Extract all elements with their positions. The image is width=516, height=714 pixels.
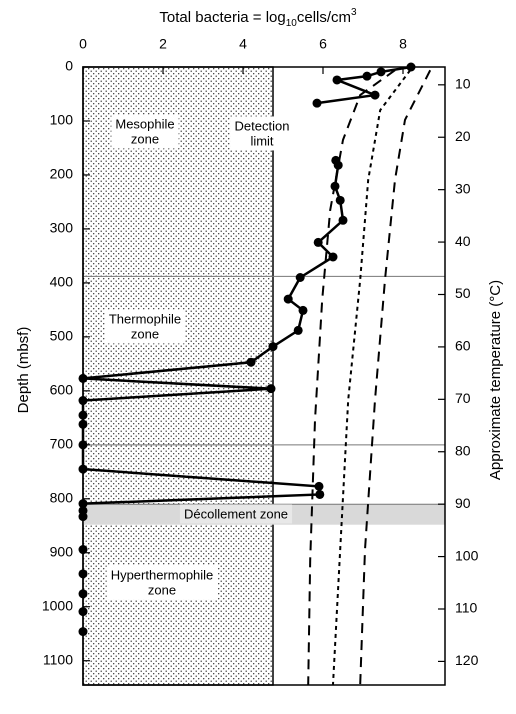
y-tick-label: 0 (65, 58, 73, 74)
annotation-text: zone (148, 582, 176, 597)
chart-title: Total bacteria = log10cells/cm3 (159, 7, 357, 29)
data-point (283, 294, 293, 304)
data-point (376, 67, 386, 77)
x-tick-label: 8 (399, 36, 407, 52)
data-point (298, 305, 308, 315)
title-sup: 3 (351, 7, 357, 18)
y-tick-label: 800 (50, 489, 74, 505)
title-part: cells/cm (297, 9, 351, 26)
annotation-bg (104, 309, 186, 344)
annotation-text: limit (250, 133, 273, 148)
y-tick-label: 600 (50, 382, 74, 398)
data-point (335, 195, 345, 205)
y2-tick-label: 40 (455, 233, 471, 249)
y2-tick-label: 70 (455, 390, 471, 406)
y-tick-label: 1100 (43, 651, 73, 667)
y-tick-label: 500 (50, 328, 74, 344)
annotation-text: Detection (235, 118, 290, 133)
series-line (307, 69, 396, 685)
y2-tick-label: 120 (455, 652, 479, 668)
data-point (295, 272, 305, 282)
plot-frame (82, 66, 446, 686)
data-point (370, 90, 380, 100)
annotation-bg (179, 504, 293, 524)
data-point (333, 160, 343, 170)
data-point (246, 357, 256, 367)
data-point (313, 237, 323, 247)
y-tick-label: 400 (50, 274, 74, 290)
y2-tick-label: 50 (455, 285, 471, 301)
data-point (314, 481, 324, 491)
x-tick-label: 2 (159, 36, 167, 52)
data-point (338, 215, 348, 225)
x-tick-label: 6 (319, 36, 327, 52)
annotation-bg (230, 116, 294, 151)
data-point (332, 75, 342, 85)
data-point (268, 342, 278, 352)
data-point (266, 384, 276, 394)
annotation-bg (106, 565, 218, 600)
annotation-text: Mesophile (115, 116, 174, 131)
title-sub: 10 (286, 18, 298, 29)
data-point (328, 252, 338, 262)
data-point (362, 71, 372, 81)
y2-tick-label: 80 (455, 442, 471, 458)
series-line (359, 69, 432, 685)
y-tick-label: 200 (50, 166, 74, 182)
y2-tick-label: 100 (455, 547, 479, 563)
y2-tick-label: 10 (455, 76, 471, 92)
data-point (315, 489, 325, 499)
annotation-bg (111, 114, 179, 149)
title-part: Total bacteria = log (159, 9, 285, 26)
annotation-text: zone (131, 131, 159, 146)
y-tick-label: 900 (50, 543, 74, 559)
series-line (332, 69, 411, 685)
annotation: Décollement zone (179, 504, 293, 524)
y-tick-label: 300 (50, 220, 74, 236)
y-tick-label: 700 (50, 436, 74, 452)
annotation-text: Hyperthermophile (111, 567, 214, 582)
y2-axis-label: Approximate temperature (°C) (487, 280, 504, 480)
y2-tick-label: 60 (455, 338, 471, 354)
annotation-text: Décollement zone (184, 506, 288, 521)
y2-tick-label: 30 (455, 180, 471, 196)
x-tick-label: 4 (239, 36, 247, 52)
y-tick-label: 1000 (42, 597, 73, 613)
y2-tick-label: 90 (455, 495, 471, 511)
y-axis-label: Depth (mbsf) (15, 327, 32, 414)
y-tick-label: 100 (50, 112, 74, 128)
y2-tick-label: 20 (455, 128, 471, 144)
annotation-text: zone (131, 326, 159, 341)
x-tick-label: 0 (79, 36, 87, 52)
y2-tick-label: 110 (455, 600, 478, 616)
data-point (312, 98, 322, 108)
data-point (293, 325, 303, 335)
annotation-text: Thermophile (109, 311, 181, 326)
